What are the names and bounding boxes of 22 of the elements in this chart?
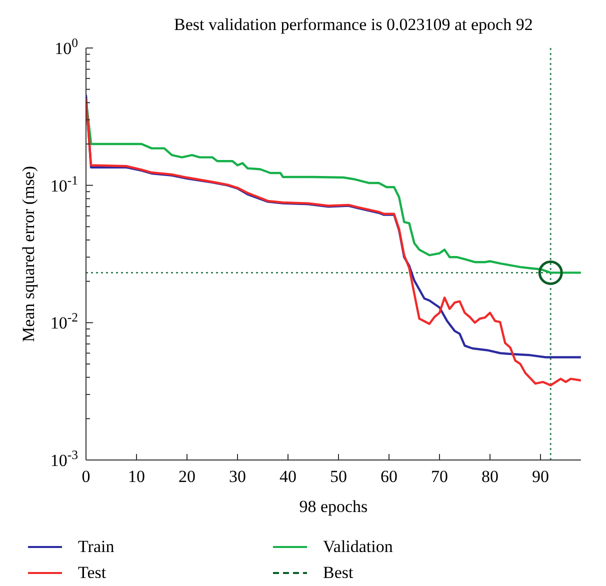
legend-label: Validation	[323, 537, 394, 556]
x-tick-label: 40	[280, 467, 296, 486]
x-tick-label: 70	[431, 467, 448, 486]
x-tick-label: 90	[532, 467, 549, 486]
x-axis-title: 98 epochs	[299, 497, 368, 516]
chart-title: Best validation performance is 0.023109 at epoch 92	[174, 15, 533, 34]
y-tick-label: 10$^{-3}$	[50, 448, 78, 470]
legend-label: Best	[323, 563, 354, 582]
x-tick-label: 50	[330, 467, 347, 486]
y-tick-label: 10$^{-2}$	[50, 310, 78, 333]
line-series	[86, 98, 581, 274]
x-tick-label: 0	[82, 467, 90, 486]
y-axis-title: Mean squared error (mse)	[19, 166, 38, 342]
x-tick-label: 10	[128, 467, 145, 486]
x-tick-label: 60	[380, 467, 398, 486]
y-tick-label: 10$^{-1}$	[50, 173, 78, 196]
x-tick-label: 30	[229, 467, 246, 486]
legend-label: Train	[78, 537, 115, 556]
x-tick-label: 20	[178, 467, 196, 486]
y-tick-label: 10$^{0}$	[54, 36, 78, 58]
legend-label: Test	[78, 563, 106, 582]
x-tick-label: 80	[482, 467, 498, 486]
